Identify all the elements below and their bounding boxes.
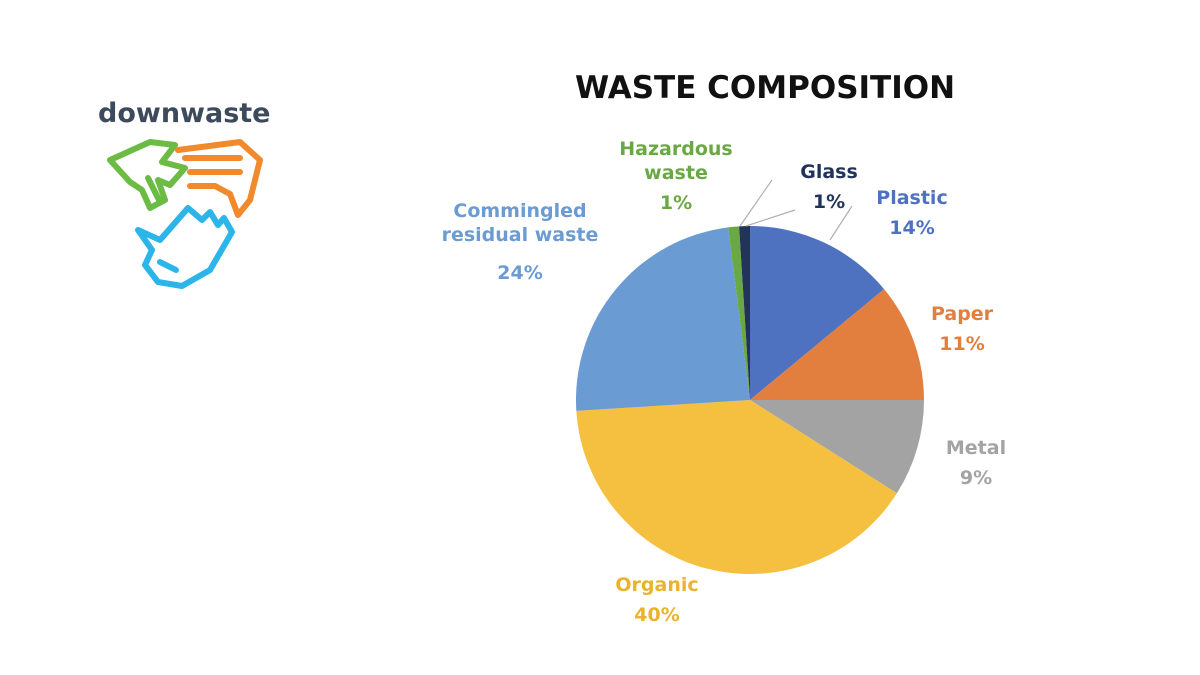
slice-label-metal: Metal 9% xyxy=(946,437,1006,489)
logo-wordmark: downwaste xyxy=(98,98,271,129)
slice-percent: 14% xyxy=(889,217,934,239)
slice-percent: 9% xyxy=(960,467,992,489)
pie-slices xyxy=(576,226,924,574)
slice-percent: 1% xyxy=(660,192,692,214)
slice-label-glass: Glass 1% xyxy=(800,161,858,213)
slice-percent: 40% xyxy=(634,604,679,626)
chart-title: WASTE COMPOSITION xyxy=(575,70,955,106)
orange-hand-icon xyxy=(175,139,263,218)
slice-labels: Plastic 14% Paper 11% Metal 9% Organic 40% Commi… xyxy=(442,138,1007,626)
leader-lines xyxy=(739,179,853,241)
pie-slice-metal xyxy=(750,400,924,494)
slice-percent: 11% xyxy=(939,333,984,355)
slice-percent: 24% xyxy=(497,262,542,284)
pie-slice-hazardous-waste xyxy=(728,226,750,400)
pie-slice-commingled-residual-waste xyxy=(576,227,750,411)
pie-slice-paper xyxy=(750,289,924,400)
slice-label-commingled-residual-waste: Commingled residual waste 24% xyxy=(442,200,599,284)
blue-hand-icon xyxy=(135,205,235,289)
slice-label-plastic: Plastic 14% xyxy=(876,187,947,239)
slice-label-paper: Paper 11% xyxy=(931,303,994,355)
leader-line-glass xyxy=(745,209,796,227)
pie-slice-plastic xyxy=(750,226,885,400)
downwaste-logo: downwaste xyxy=(98,98,271,289)
green-hand-icon xyxy=(107,139,188,211)
pie-slice-organic xyxy=(576,400,897,574)
slice-percent: 1% xyxy=(813,191,845,213)
slice-label-hazardous-waste: Hazardous waste 1% xyxy=(619,138,732,214)
leader-line-hazardous-waste xyxy=(739,179,773,227)
slice-label-organic: Organic 40% xyxy=(615,574,698,626)
pie-slice-glass xyxy=(739,226,750,400)
leader-line-plastic xyxy=(829,205,853,241)
